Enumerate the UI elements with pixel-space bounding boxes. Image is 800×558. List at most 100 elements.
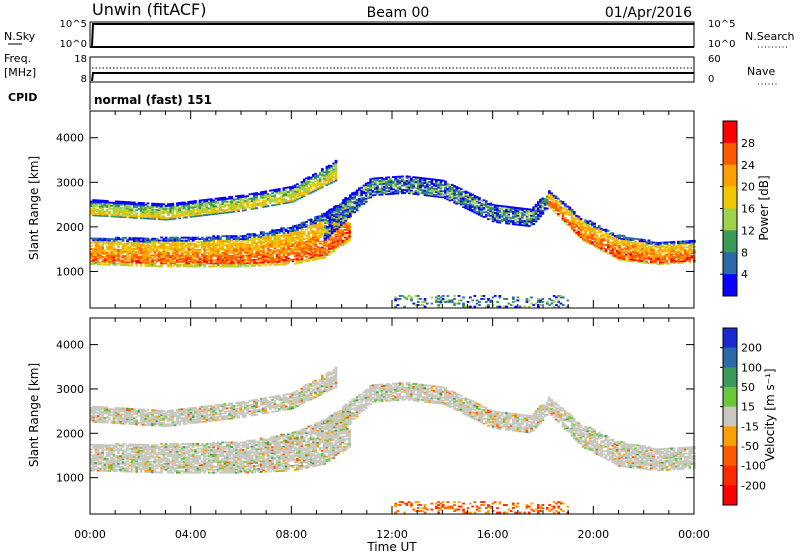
power-cell: [101, 204, 104, 206]
power-cell: [314, 190, 317, 192]
power-cell: [442, 295, 445, 297]
power-cell: [548, 201, 551, 203]
power-cell: [194, 249, 197, 251]
power-cell: [519, 306, 522, 308]
power-cell: [528, 300, 531, 302]
power-cell: [330, 170, 333, 172]
power-cell: [328, 165, 331, 167]
power-cell: [523, 306, 526, 308]
power-cell: [408, 176, 411, 178]
power-cell: [652, 248, 655, 250]
power-cell: [550, 193, 553, 195]
power-cell: [684, 247, 687, 249]
power-cell: [255, 192, 258, 194]
power-cell: [514, 219, 517, 221]
power-cell: [296, 189, 299, 191]
power-cell: [589, 240, 592, 242]
power-cell: [410, 177, 413, 179]
power-cell: [167, 208, 170, 210]
power-cell: [639, 238, 642, 240]
power-cell: [140, 256, 143, 258]
power-cell: [149, 254, 152, 256]
power-cell: [323, 175, 326, 177]
power-cell: [403, 297, 406, 299]
power-cell: [553, 295, 556, 297]
power-cell: [557, 204, 560, 206]
power-cell: [392, 181, 395, 183]
power-cell: [178, 243, 181, 245]
power-cell: [437, 190, 440, 192]
power-cell: [262, 245, 265, 247]
power-cell: [226, 244, 229, 246]
power-cell: [321, 241, 324, 243]
power-cell: [566, 219, 569, 221]
power-cell: [553, 306, 556, 308]
power-cell: [192, 200, 195, 202]
power-cell: [560, 295, 563, 297]
power-cell: [573, 217, 576, 219]
power-cell: [104, 200, 107, 202]
power-cell: [587, 234, 590, 236]
power-cell: [264, 236, 267, 238]
power-cell: [612, 232, 615, 234]
power-cell: [149, 239, 152, 241]
power-cell: [517, 300, 520, 302]
power-cell: [670, 241, 673, 243]
power-cell: [314, 216, 317, 218]
power-cell: [289, 248, 292, 250]
power-cell: [269, 231, 272, 233]
power-cell: [341, 229, 344, 231]
power-cell: [555, 200, 558, 202]
power-cell: [564, 203, 567, 205]
power-cell: [255, 235, 258, 237]
power-cell: [535, 303, 538, 305]
power-cell: [249, 201, 252, 203]
power-cell: [453, 298, 456, 300]
power-cell: [212, 235, 215, 237]
power-cell: [514, 222, 517, 224]
power-cell: [691, 240, 694, 242]
power-cell: [230, 240, 233, 242]
power-cell: [483, 295, 486, 297]
power-cell: [691, 249, 694, 251]
power-cell: [264, 200, 267, 202]
power-cell: [589, 223, 592, 225]
power-cell: [469, 193, 472, 195]
power-cell: [542, 205, 545, 207]
power-cell: [344, 197, 347, 199]
freq-panel: Freq. [MHz] 18 8 60 0 Nave: [4, 52, 778, 85]
power-cell: [165, 217, 168, 219]
power-cell: [160, 240, 163, 242]
power-cell: [582, 221, 585, 223]
power-cell: [271, 249, 274, 251]
power-cell: [521, 208, 524, 210]
power-cell: [181, 202, 184, 204]
power-cell: [303, 238, 306, 240]
power-cell: [618, 245, 621, 247]
power-cell: [122, 201, 125, 203]
power-cell: [217, 247, 220, 249]
power-cell: [276, 229, 279, 231]
power-cell: [135, 237, 138, 239]
power-cell: [462, 303, 465, 305]
power-cell: [224, 209, 227, 211]
power-cell: [129, 255, 132, 257]
power-cell: [224, 249, 227, 251]
power-cell: [149, 260, 152, 262]
power-cell: [133, 237, 136, 239]
power-cell: [258, 262, 261, 264]
power-cell: [178, 247, 181, 249]
power-cell: [494, 295, 497, 297]
power-cell: [480, 200, 483, 202]
cpid-value: normal (fast) 151: [94, 93, 212, 107]
power-cell: [335, 245, 338, 247]
power-y-tick-label: 2000: [56, 221, 84, 234]
power-cell: [347, 209, 350, 211]
power-cell: [499, 295, 502, 297]
power-cell: [358, 192, 361, 194]
power-cell: [104, 242, 107, 244]
power-cell: [278, 188, 281, 190]
power-cell: [444, 196, 447, 198]
power-cell: [307, 187, 310, 189]
